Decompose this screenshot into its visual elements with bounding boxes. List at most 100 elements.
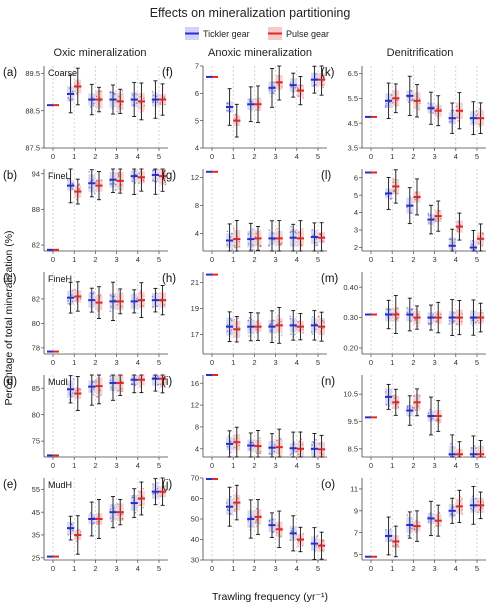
tickler-point: [314, 75, 316, 78]
tickler-point: [71, 395, 73, 397]
x-tick-label: 0: [210, 152, 214, 161]
pulse-point: [121, 305, 123, 308]
pulse-point: [458, 308, 461, 311]
pulse-point: [254, 235, 257, 238]
tickler-point: [291, 527, 294, 530]
tickler-point: [472, 325, 474, 327]
pulse-point: [480, 319, 482, 321]
pulse-point: [277, 74, 280, 77]
y-tick-label: 82: [32, 241, 40, 250]
y-tick-label: 19: [191, 304, 199, 313]
pulse-point: [278, 534, 281, 537]
x-tick-label: 0: [210, 255, 214, 264]
pulse-point: [459, 496, 462, 498]
pulse-point: [164, 103, 166, 106]
tickler-point: [156, 375, 159, 377]
tickler-point: [406, 406, 409, 408]
tickler-point: [314, 328, 316, 330]
y-tick-label: 2: [354, 243, 358, 252]
tickler-point: [271, 232, 274, 235]
pulse-point: [477, 511, 479, 514]
tickler-point: [152, 493, 154, 495]
pulse-point: [121, 518, 124, 520]
y-tick-label: 8: [195, 201, 199, 210]
tickler-point: [131, 383, 133, 386]
pulse-point: [439, 108, 442, 110]
pulse-point: [238, 444, 241, 447]
tickler-point: [91, 297, 93, 300]
y-tick-label: 8.5: [348, 444, 358, 453]
pulse-point: [414, 198, 416, 201]
pulse-point: [259, 437, 261, 439]
tickler-point: [112, 182, 115, 185]
x-tick-label: 4: [136, 358, 140, 367]
pulse-point: [299, 95, 302, 98]
pulse-point: [323, 456, 325, 458]
pulse-point: [257, 232, 259, 234]
pulse-point: [322, 453, 324, 455]
pulse-point: [79, 297, 82, 300]
x-tick-label: 3: [274, 152, 278, 161]
x-tick-label: 0: [51, 461, 55, 470]
tickler-point: [111, 91, 114, 94]
pulse-point: [161, 100, 163, 102]
tickler-point: [90, 186, 93, 189]
tickler-point: [472, 115, 475, 117]
row-label: MudL: [48, 377, 71, 387]
tickler-point: [411, 308, 413, 311]
pulse-point: [139, 102, 142, 104]
pulse-point: [160, 385, 162, 388]
x-tick-label: 1: [72, 461, 76, 470]
tickler-point: [228, 447, 231, 449]
tickler-point: [111, 295, 113, 298]
pulse-point: [434, 220, 437, 223]
pulse-point: [98, 516, 100, 519]
pulse-point: [117, 174, 120, 176]
tickler-point: [387, 308, 390, 311]
pulse-point: [95, 182, 98, 184]
x-tick-label: 3: [115, 152, 119, 161]
x-tick-label: 1: [390, 461, 394, 470]
tickler-point: [68, 393, 71, 396]
tickler-point: [90, 295, 93, 297]
pulse-point: [413, 395, 415, 397]
x-tick-label: 0: [51, 564, 55, 573]
tickler-point: [290, 86, 292, 88]
tickler-point: [475, 497, 477, 500]
pulse-point: [76, 293, 79, 295]
pulse-point: [478, 322, 480, 325]
pulse-point: [460, 320, 463, 323]
pulse-point: [480, 456, 483, 458]
tickler-point: [247, 519, 250, 522]
tickler-point: [71, 98, 73, 101]
tickler-point: [135, 102, 138, 105]
x-tick-label: 4: [454, 152, 458, 161]
pulse-point: [418, 97, 421, 100]
pulse-point: [255, 507, 258, 510]
pulse-point: [458, 314, 460, 317]
tickler-point: [384, 391, 387, 393]
tickler-point: [387, 195, 390, 198]
tickler-point: [93, 388, 95, 391]
x-tick-label: 2: [93, 358, 97, 367]
tickler-point: [289, 315, 292, 318]
tickler-point: [91, 380, 94, 382]
pulse-point: [436, 320, 438, 322]
pulse-point: [394, 394, 396, 396]
pulse-point: [120, 380, 123, 383]
pulse-point: [297, 231, 300, 234]
pulse-point: [392, 190, 395, 193]
tickler-point: [384, 106, 387, 108]
tickler-point: [314, 550, 316, 552]
pulse-point: [281, 85, 283, 88]
pulse-point: [457, 120, 459, 122]
pulse-point: [76, 84, 79, 86]
pulse-point: [479, 239, 482, 242]
x-tick-label: 2: [411, 255, 415, 264]
tickler-point: [406, 307, 409, 309]
pulse-point: [117, 290, 120, 292]
pulse-point: [460, 456, 462, 458]
tickler-point: [92, 523, 94, 525]
tickler-point: [290, 333, 292, 335]
panel-label: (l): [321, 170, 331, 182]
